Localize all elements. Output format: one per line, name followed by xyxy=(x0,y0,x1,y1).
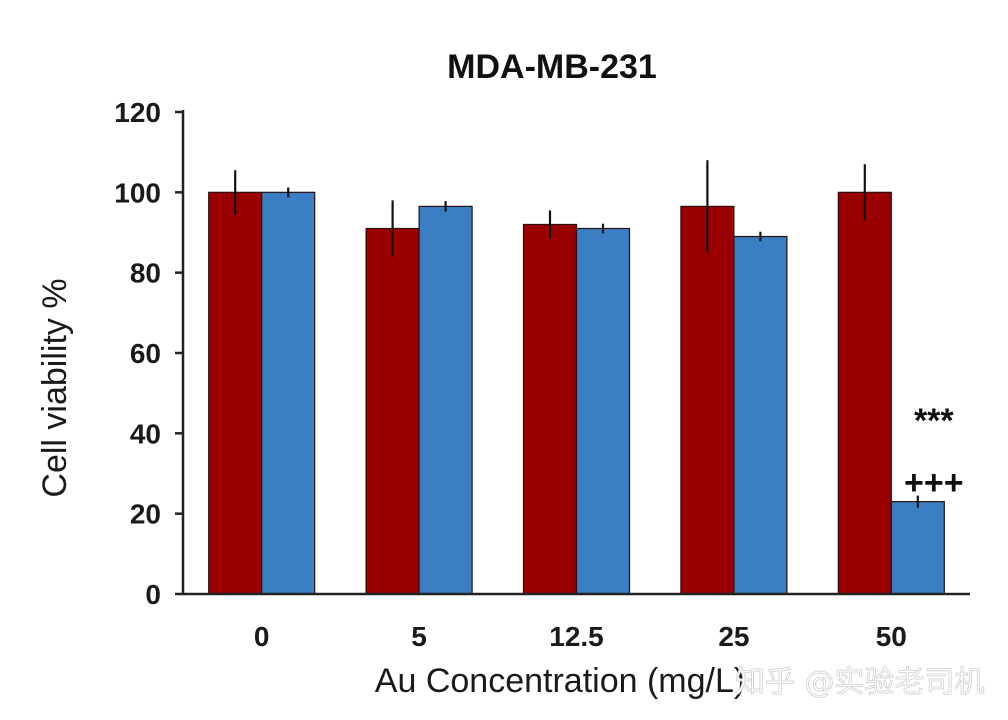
bar-series-blue-2 xyxy=(575,227,631,595)
y-tick-label: 20 xyxy=(130,499,161,530)
x-tick-label: 12.5 xyxy=(549,621,604,652)
chart-title: MDA-MB-231 xyxy=(447,48,657,86)
x-tick-label: 5 xyxy=(411,621,427,652)
x-tick-label: 50 xyxy=(876,621,907,652)
plot-area: 0 20 40 60 80 100 120 0 5 12.5 25 50 *** +++ xyxy=(114,97,970,652)
bar-series-red-2 xyxy=(522,223,578,595)
significance-annotation: +++ xyxy=(904,464,964,502)
y-tick-label: 80 xyxy=(130,258,161,289)
bar-series-blue-4 xyxy=(890,501,945,595)
bar-series-blue-0 xyxy=(261,191,316,595)
x-axis-label: Au Concentration (mg/L) xyxy=(375,662,745,700)
y-tick-label: 100 xyxy=(114,177,161,208)
bar-series-blue-1 xyxy=(418,205,473,595)
y-axis-label: Cell viability % xyxy=(36,278,74,497)
x-tick-label: 0 xyxy=(254,621,270,652)
y-tick-label: 40 xyxy=(130,418,161,449)
bar-series-red-4 xyxy=(837,191,892,595)
bar-series-red-0 xyxy=(208,191,263,595)
bar-series-red-1 xyxy=(365,227,420,595)
significance-annotation: *** xyxy=(914,402,954,440)
y-tick-label: 0 xyxy=(145,579,161,610)
y-tick-label: 120 xyxy=(114,97,161,128)
y-tick-label: 60 xyxy=(130,338,161,369)
bar-series-blue-3 xyxy=(733,235,788,595)
x-tick-label: 25 xyxy=(718,621,749,652)
bar-series-red-3 xyxy=(680,205,735,595)
watermark-text: 知乎 @实验老司机 xyxy=(735,665,985,700)
